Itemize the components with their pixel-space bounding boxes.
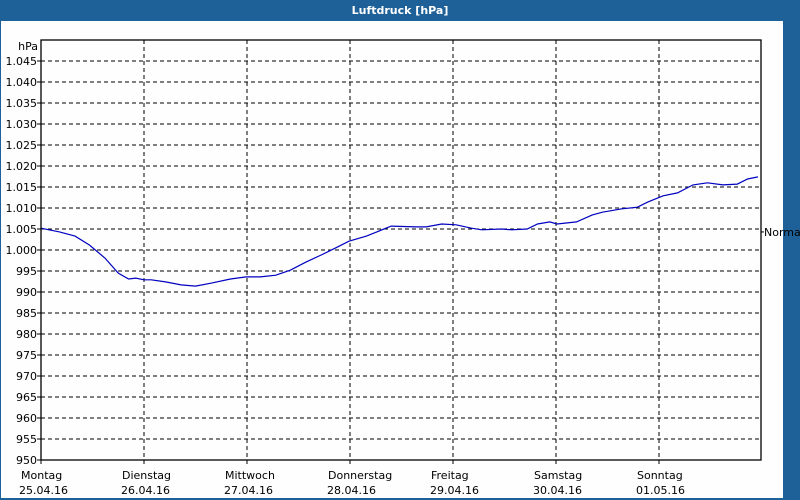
x-axis: Montag 25.04.16 Dienstag 26.04.16 Mittwoch 27… — [19, 460, 685, 497]
x-tick-date: 29.04.16 — [430, 484, 479, 497]
y-tick-label: 1.045 — [6, 55, 38, 68]
normal-reference: Normal — [761, 226, 800, 239]
x-tick-day: Dienstag — [122, 469, 171, 482]
x-tick-day: Samstag — [534, 469, 582, 482]
y-tick-label: 950 — [16, 454, 37, 467]
plot-frame — [40, 39, 762, 461]
y-axis: hPa 950 955 960 965 970 975 980 985 990 995 1.000 1.… — [6, 40, 41, 467]
y-tick-label: 955 — [16, 433, 37, 446]
x-tick-day: Montag — [21, 469, 62, 482]
x-tick-date: 26.04.16 — [121, 484, 170, 497]
y-tick-label: 1.020 — [6, 160, 38, 173]
y-tick-label: 1.035 — [6, 97, 38, 110]
y-tick-label: 1.010 — [6, 202, 38, 215]
y-tick-label: 975 — [16, 349, 37, 362]
y-axis-unit: hPa — [18, 40, 38, 53]
y-tick-label: 980 — [16, 328, 37, 341]
y-tick-label: 1.030 — [6, 118, 38, 131]
x-tick-date: 25.04.16 — [19, 484, 68, 497]
x-tick-day: Freitag — [431, 469, 469, 482]
window-title: Luftdruck [hPa] — [0, 0, 800, 21]
y-tick-label: 1.000 — [6, 244, 38, 257]
y-tick-label: 965 — [16, 391, 37, 404]
x-tick-date: 01.05.16 — [636, 484, 685, 497]
x-tick-date: 27.04.16 — [224, 484, 273, 497]
grid-lines — [41, 40, 761, 460]
x-tick-day: Sonntag — [637, 469, 683, 482]
normal-label: Normal — [764, 226, 800, 239]
y-tick-label: 1.025 — [6, 139, 38, 152]
y-tick-label: 970 — [16, 370, 37, 383]
x-tick-day: Donnerstag — [328, 469, 392, 482]
y-tick-label: 1.005 — [6, 223, 38, 236]
x-tick-day: Mittwoch — [225, 469, 275, 482]
x-tick-date: 28.04.16 — [327, 484, 376, 497]
y-tick-label: 960 — [16, 412, 37, 425]
y-tick-label: 995 — [16, 265, 37, 278]
y-tick-label: 1.040 — [6, 76, 38, 89]
pressure-line — [40, 176, 759, 287]
y-tick-label: 1.015 — [6, 181, 38, 194]
x-tick-date: 30.04.16 — [533, 484, 582, 497]
y-tick-label: 990 — [16, 286, 37, 299]
y-tick-label: 985 — [16, 307, 37, 320]
